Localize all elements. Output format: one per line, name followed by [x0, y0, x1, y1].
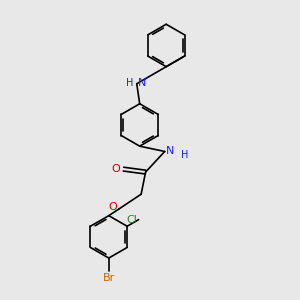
- Text: O: O: [112, 164, 121, 174]
- Text: N: N: [166, 146, 175, 156]
- Text: O: O: [109, 202, 118, 212]
- Text: H: H: [126, 78, 133, 88]
- Text: Cl: Cl: [126, 214, 137, 225]
- Text: Br: Br: [103, 273, 115, 283]
- Text: H: H: [181, 150, 188, 160]
- Text: N: N: [138, 78, 147, 88]
